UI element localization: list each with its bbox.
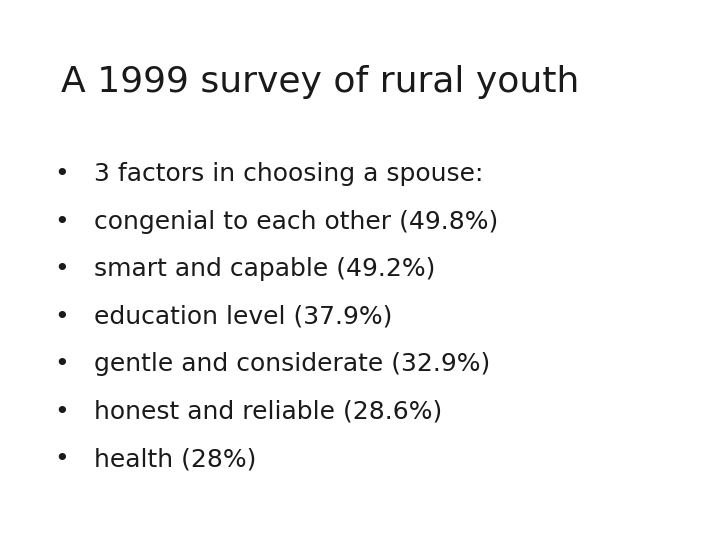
Text: congenial to each other (49.8%): congenial to each other (49.8%) [94,210,498,233]
Text: •: • [54,400,68,423]
Text: gentle and considerate (32.9%): gentle and considerate (32.9%) [94,352,490,376]
Text: •: • [54,447,68,471]
Text: •: • [54,305,68,328]
Text: health (28%): health (28%) [94,447,256,471]
Text: smart and capable (49.2%): smart and capable (49.2%) [94,257,435,281]
Text: honest and reliable (28.6%): honest and reliable (28.6%) [94,400,442,423]
Text: •: • [54,210,68,233]
Text: education level (37.9%): education level (37.9%) [94,305,392,328]
Text: •: • [54,352,68,376]
Text: A 1999 survey of rural youth: A 1999 survey of rural youth [61,65,580,99]
Text: 3 factors in choosing a spouse:: 3 factors in choosing a spouse: [94,162,483,186]
Text: •: • [54,162,68,186]
Text: •: • [54,257,68,281]
